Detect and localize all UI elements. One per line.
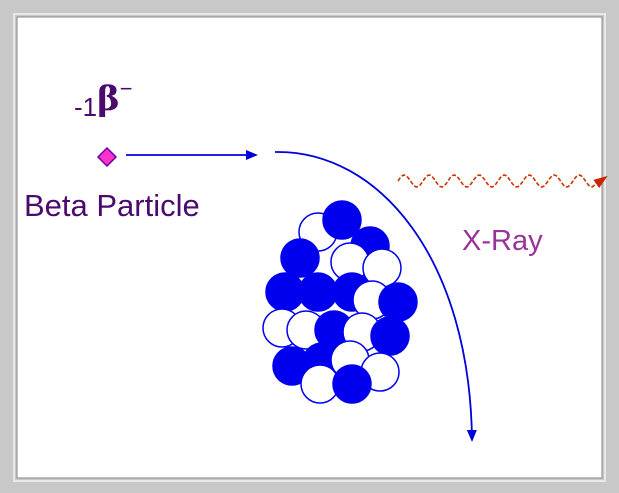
proton [371,317,409,355]
proton [333,365,371,403]
xray-label: X-Ray [462,225,543,257]
proton [379,283,417,321]
beta-superscript: − [120,76,133,101]
beta-subscript: -1 [74,92,97,122]
diagram: -1β− Beta Particle X-Ray [0,0,619,493]
beta-letter: β [97,79,120,119]
page: {"beta_symbol": {"subscript": "-1", "sym… [0,0,619,493]
proton [281,239,319,277]
proton [299,273,337,311]
beta-label: Beta Particle [24,188,200,223]
